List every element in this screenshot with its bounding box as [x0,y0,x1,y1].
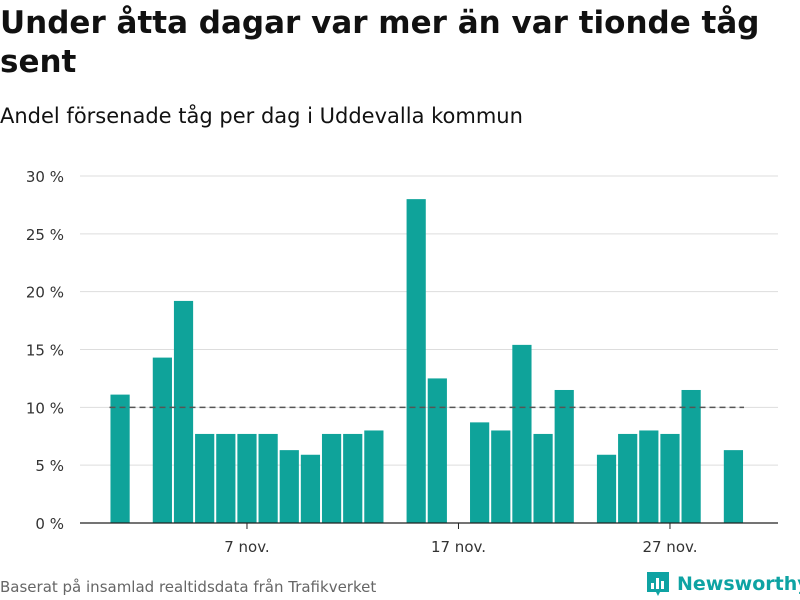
bar [321,433,342,523]
bar [723,450,744,523]
y-tick-label: 5 % [35,457,64,475]
chart-title: Under åtta dagar var mer än var tionde t… [0,5,760,80]
bar [173,300,194,523]
y-tick-label: 30 % [26,168,64,186]
y-tick-label: 20 % [26,284,64,302]
bar [258,433,278,523]
chart-subtitle: Andel försenade tåg per dag i Uddevalla … [0,104,523,128]
y-tick-label: 15 % [26,342,64,360]
bar [364,430,384,523]
bar [216,433,236,523]
bar [152,357,172,523]
bar [554,389,574,523]
brand-name: Newsworthy [677,573,800,595]
y-tick-label: 25 % [26,226,64,244]
bar-chart: 0 % 5 % 10 % 15 % 20 % 25 % 30 % 7 nov. 17 nov. 2… [26,168,778,556]
brand-logo: Newsworthy [645,570,800,598]
bar [300,454,321,523]
bar [596,454,617,523]
bar [470,422,490,523]
bar [681,389,701,523]
x-tick-label: 17 nov. [431,538,486,556]
x-tick-label: 27 nov. [642,538,697,556]
newsworthy-logo-icon [647,572,669,596]
bar [427,378,447,523]
bar [639,430,659,523]
bar [279,450,299,523]
bar [195,433,215,523]
y-tick-label: 0 % [35,515,64,533]
source-note: Baserat på insamlad realtidsdata från Tr… [0,578,377,596]
y-tick-label: 10 % [26,399,64,417]
bar [660,433,680,523]
bar [406,199,426,523]
bar [491,430,511,523]
bar [110,394,130,523]
bar [618,433,638,523]
bar [533,433,553,523]
bar [237,433,257,523]
bar [343,433,363,523]
x-tick-label: 7 nov. [224,538,269,556]
bar [512,344,532,523]
